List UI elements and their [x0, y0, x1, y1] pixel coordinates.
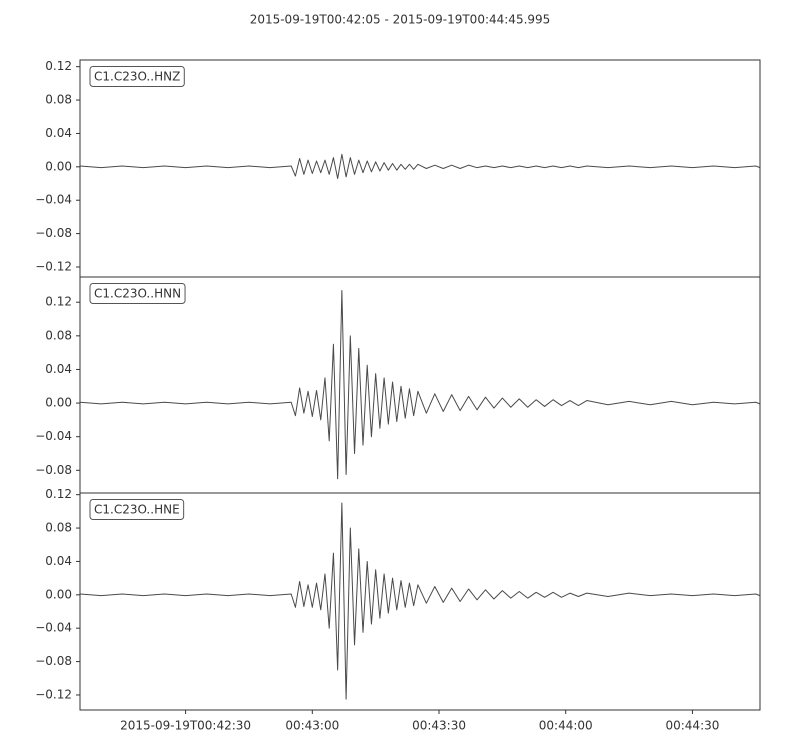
y-tick-label: −0.08 [35, 226, 72, 240]
y-tick-label: 0.04 [45, 362, 72, 376]
y-tick-label: −0.08 [35, 654, 72, 668]
panel-frame [79, 492, 761, 711]
x-tick-label: 00:43:00 [285, 719, 339, 733]
trace-label: C1.C23O..HNZ [94, 70, 180, 84]
y-tick-label: 0.00 [45, 396, 72, 410]
trace-label-box [89, 66, 185, 87]
trace-label: C1.C23O..HNE [94, 503, 180, 517]
y-tick-label: 0.08 [45, 328, 72, 342]
figure-title: 2015-09-19T00:42:05 - 2015-09-19T00:44:4… [250, 13, 551, 27]
y-tick-label: 0.00 [45, 159, 72, 173]
y-tick-label: 0.12 [45, 295, 72, 309]
y-tick-label: 0.08 [45, 93, 72, 107]
waveform [80, 502, 760, 700]
y-tick-label: −0.04 [35, 193, 72, 207]
x-tick-label: 00:44:00 [539, 719, 593, 733]
trace-label-box [89, 499, 185, 520]
y-tick-label: 0.00 [45, 587, 72, 601]
y-tick-label: −0.08 [35, 463, 72, 477]
y-tick-label: 0.12 [45, 487, 72, 501]
y-tick-label: −0.12 [35, 687, 72, 701]
y-tick-label: 0.08 [45, 521, 72, 535]
trace-label-box [89, 283, 186, 304]
y-tick-label: −0.04 [35, 429, 72, 443]
waveform [80, 153, 760, 180]
y-tick-label: 0.04 [45, 554, 72, 568]
x-tick-label: 00:44:30 [665, 719, 719, 733]
x-tick-label: 00:43:30 [412, 719, 466, 733]
y-tick-label: 0.04 [45, 126, 72, 140]
x-tick-label: 2015-09-19T00:42:30 [120, 719, 251, 733]
trace-label: C1.C23O..HNN [94, 287, 181, 301]
y-tick-label: −0.12 [35, 259, 72, 273]
y-tick-label: 0.12 [45, 59, 72, 73]
waveform [80, 289, 760, 480]
y-tick-label: −0.04 [35, 621, 72, 635]
